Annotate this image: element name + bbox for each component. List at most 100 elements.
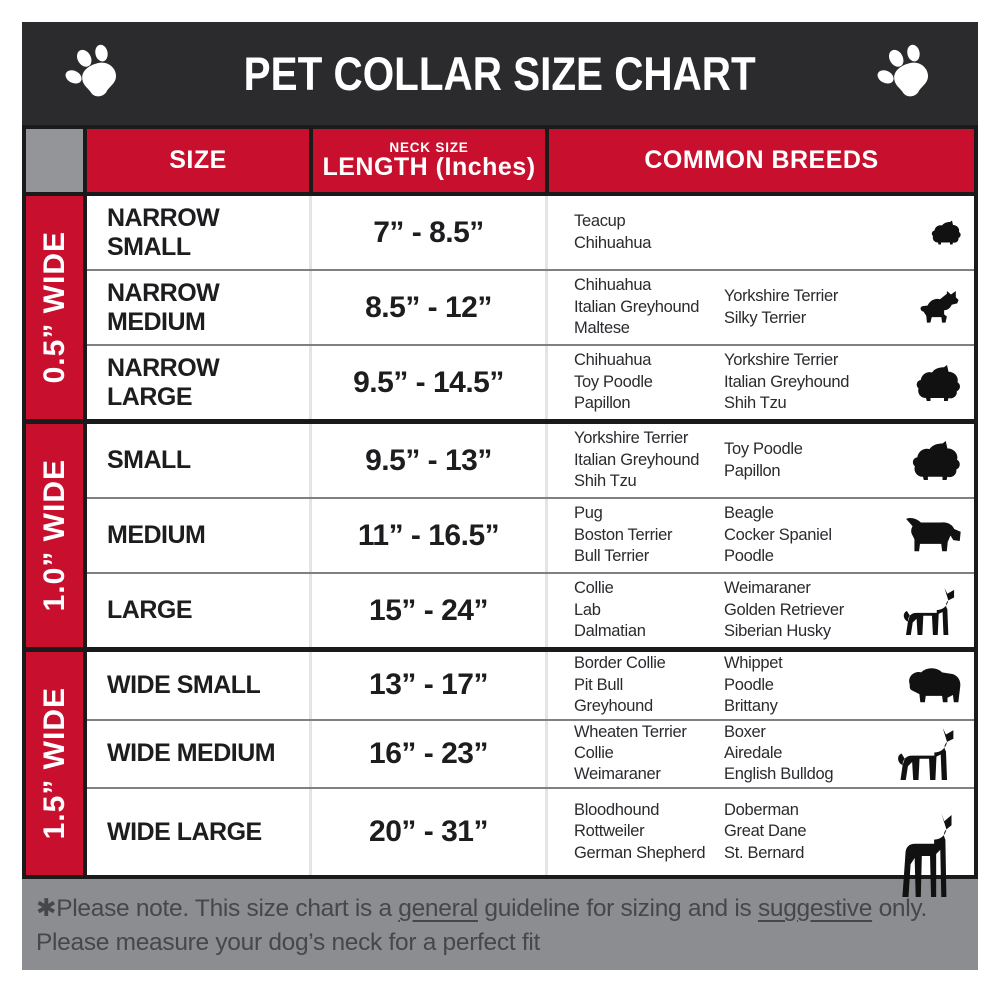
- breed-name: Yorkshire Terrier: [574, 429, 689, 448]
- breeds-column-1: Bloodhound Rottweiler German Shepherd: [574, 800, 724, 864]
- breed-name: Pit Bull: [574, 675, 623, 694]
- breed-name: Weimaraner: [574, 765, 661, 784]
- dog-icon-area: [862, 441, 974, 480]
- neck-length-range-cell: 8.5” - 12”: [312, 271, 548, 344]
- group-rows: WIDE SMALL 13” - 17” Border Collie Pit Bu…: [87, 652, 974, 875]
- table-row: NARROW LARGE 9.5” - 14.5” Chihuahua Toy P…: [87, 344, 974, 419]
- breed-name: Cocker Spaniel: [724, 525, 832, 544]
- column-header-common-breeds: COMMON BREEDS: [549, 129, 974, 192]
- paw-print-icon: [872, 40, 940, 108]
- dog-icon-area: [862, 726, 974, 781]
- column-header-size: SIZE: [87, 129, 309, 192]
- dog-icon-area: [862, 365, 974, 401]
- neck-size-sublabel: NECK SIZE: [389, 139, 469, 155]
- breed-name: English Bulldog: [724, 765, 834, 784]
- common-breeds-cell: Chihuahua Toy Poodle Papillon Yorkshire Te…: [548, 346, 974, 419]
- table-row: MEDIUM 11” - 16.5” Pug Boston Terrier Bull…: [87, 497, 974, 572]
- dog-icon-area: [862, 291, 974, 324]
- footer-note-line1: ✱Please note. This size chart is a gener…: [36, 892, 962, 926]
- breeds-column-1: Chihuahua Toy Poodle Papillon: [574, 350, 724, 414]
- width-band-label: 1.5” WIDE: [37, 687, 71, 840]
- group-rows: SMALL 9.5” - 13” Yorkshire Terrier Italia…: [87, 424, 974, 647]
- breed-name: Shih Tzu: [724, 394, 787, 413]
- width-band-label: 0.5” WIDE: [37, 231, 71, 384]
- pekingese-icon: [910, 441, 962, 480]
- dog-icon-area: [862, 220, 974, 245]
- common-breeds-cell: Bloodhound Rottweiler German Shepherd Dobe…: [548, 789, 974, 875]
- breed-name: Bloodhound: [574, 800, 660, 819]
- table-row: WIDE MEDIUM 16” - 23” Wheaten Terrier Col…: [87, 718, 974, 787]
- pit-bull-icon: [894, 726, 962, 781]
- breed-name: Italian Greyhound: [574, 297, 700, 316]
- breeds-column-2: Toy Poodle Papillon: [724, 439, 862, 482]
- table-row: WIDE LARGE 20” - 31” Bloodhound Rottweile…: [87, 787, 974, 875]
- neck-length-range-cell: 11” - 16.5”: [312, 499, 548, 572]
- breed-name: Airedale: [724, 744, 783, 763]
- title-bar: PET COLLAR SIZE CHART: [22, 22, 978, 125]
- width-band: 1.5” WIDE: [26, 652, 87, 875]
- dog-icon-area: [862, 517, 974, 554]
- breeds-column-1: Pug Boston Terrier Bull Terrier: [574, 503, 724, 567]
- breed-name: Golden Retriever: [724, 600, 844, 619]
- length-inches-label: LENGTH (Inches): [322, 152, 536, 181]
- breeds-column-2: Doberman Great Dane St. Bernard: [724, 800, 862, 864]
- breeds-column-2: Yorkshire Terrier Silky Terrier: [724, 286, 862, 329]
- breed-name: Chihuahua: [574, 351, 652, 370]
- size-name-cell: NARROW MEDIUM: [87, 271, 312, 344]
- width-band: 0.5” WIDE: [26, 196, 87, 419]
- dog-icon-area: [862, 665, 974, 705]
- breed-name: Yorkshire Terrier: [724, 351, 839, 370]
- breed-name: St. Bernard: [724, 843, 805, 862]
- footer-text-segment: ✱Please note. This size chart is a: [36, 895, 399, 922]
- breed-name: Toy Poodle: [574, 372, 653, 391]
- breed-name: Italian Greyhound: [724, 372, 850, 391]
- neck-length-range-cell: 15” - 24”: [312, 574, 548, 647]
- breed-name: Collie: [574, 744, 614, 763]
- breed-name: Pug: [574, 504, 603, 523]
- footer-underlined-word: general: [398, 895, 478, 922]
- yorkshire-terrier-icon: [930, 220, 962, 245]
- common-breeds-cell: Collie Lab Dalmatian Weimaraner Golden Retr…: [548, 574, 974, 647]
- breed-name: Maltese: [574, 319, 630, 338]
- breed-name: Toy Poodle: [724, 440, 803, 459]
- breed-name: Shih Tzu: [574, 472, 637, 491]
- breed-name: Boxer: [724, 722, 766, 741]
- breed-name: Wheaten Terrier: [574, 722, 687, 741]
- table-body: 0.5” WIDE NARROW SMALL 7” - 8.5” Teacup C…: [26, 196, 974, 875]
- table-row: NARROW SMALL 7” - 8.5” Teacup Chihuahua: [87, 196, 974, 269]
- breed-name: Greyhound: [574, 696, 653, 715]
- breeds-column-2: Yorkshire Terrier Italian Greyhound Shih T…: [724, 350, 862, 414]
- header-corner-cell: [26, 129, 83, 192]
- size-name-cell: MEDIUM: [87, 499, 312, 572]
- breed-name: Dalmatian: [574, 622, 646, 641]
- common-breeds-cell: Teacup Chihuahua: [548, 196, 974, 269]
- footer-note-line2: Please measure your dog’s neck for a per…: [36, 928, 541, 956]
- dachshund-icon: [902, 517, 962, 554]
- neck-length-range-cell: 9.5” - 14.5”: [312, 346, 548, 419]
- breed-name: Whippet: [724, 654, 783, 673]
- breed-name: Chihuahua: [574, 233, 652, 252]
- breed-name: Italian Greyhound: [574, 450, 700, 469]
- dog-icon-area: [862, 586, 974, 636]
- breeds-column-1: Yorkshire Terrier Italian Greyhound Shih T…: [574, 428, 724, 492]
- doberman-icon: [896, 813, 962, 899]
- size-name-cell: WIDE LARGE: [87, 789, 312, 875]
- breeds-column-2: Beagle Cocker Spaniel Poodle: [724, 503, 862, 567]
- width-group: 0.5” WIDE NARROW SMALL 7” - 8.5” Teacup C…: [26, 196, 974, 419]
- size-name-cell: SMALL: [87, 424, 312, 497]
- size-name-cell: LARGE: [87, 574, 312, 647]
- breeds-column-1: Wheaten Terrier Collie Weimaraner: [574, 722, 724, 786]
- breeds-column-1: Border Collie Pit Bull Greyhound: [574, 653, 724, 717]
- size-name-cell: WIDE MEDIUM: [87, 720, 312, 787]
- size-chart-table: SIZE NECK SIZE LENGTH (Inches) COMMON BR…: [22, 125, 978, 879]
- breed-name: Beagle: [724, 504, 774, 523]
- size-name-cell: NARROW SMALL: [87, 196, 312, 269]
- breeds-column-1: Chihuahua Italian Greyhound Maltese: [574, 275, 724, 339]
- common-breeds-cell: Yorkshire Terrier Italian Greyhound Shih T…: [548, 424, 974, 497]
- width-band-label: 1.0” WIDE: [37, 459, 71, 612]
- breed-name: Collie: [574, 579, 614, 598]
- group-rows: NARROW SMALL 7” - 8.5” Teacup Chihuahua N…: [87, 196, 974, 419]
- breed-name: Papillon: [574, 394, 631, 413]
- width-band: 1.0” WIDE: [26, 424, 87, 647]
- breed-name: Lab: [574, 600, 601, 619]
